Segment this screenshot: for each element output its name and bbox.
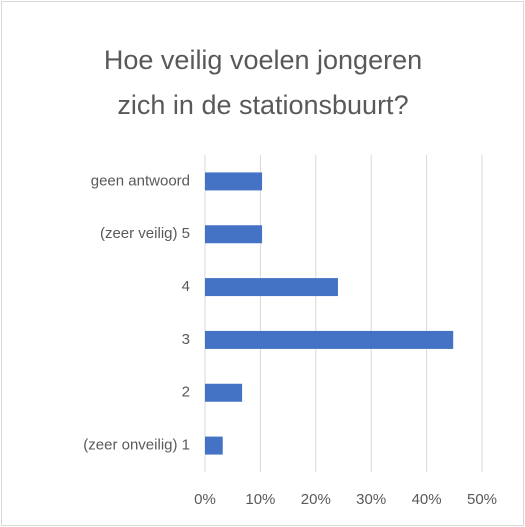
bar [205, 225, 263, 244]
x-tick-label: 50% [467, 491, 497, 508]
x-tick-label: 40% [412, 491, 442, 508]
y-tick-label: 3 [182, 331, 190, 348]
chart-title: Hoe veilig voelen jongeren zich in de st… [103, 45, 423, 120]
y-tick-label: geen antwoord [91, 172, 190, 189]
x-tick-label: 30% [356, 491, 386, 508]
bar [205, 330, 454, 349]
y-tick-label: (zeer veilig) 5 [100, 225, 190, 242]
bar [205, 278, 338, 297]
y-tick-label: 4 [182, 278, 190, 295]
x-tick-label: 20% [301, 491, 331, 508]
x-tick-label: 10% [245, 491, 275, 508]
y-tick-label: 2 [182, 384, 190, 401]
bar [205, 383, 243, 402]
bar [205, 172, 263, 191]
x-tick-label: 0% [194, 491, 216, 508]
bar [205, 436, 223, 455]
y-tick-label: (zeer onveilig) 1 [83, 437, 190, 454]
